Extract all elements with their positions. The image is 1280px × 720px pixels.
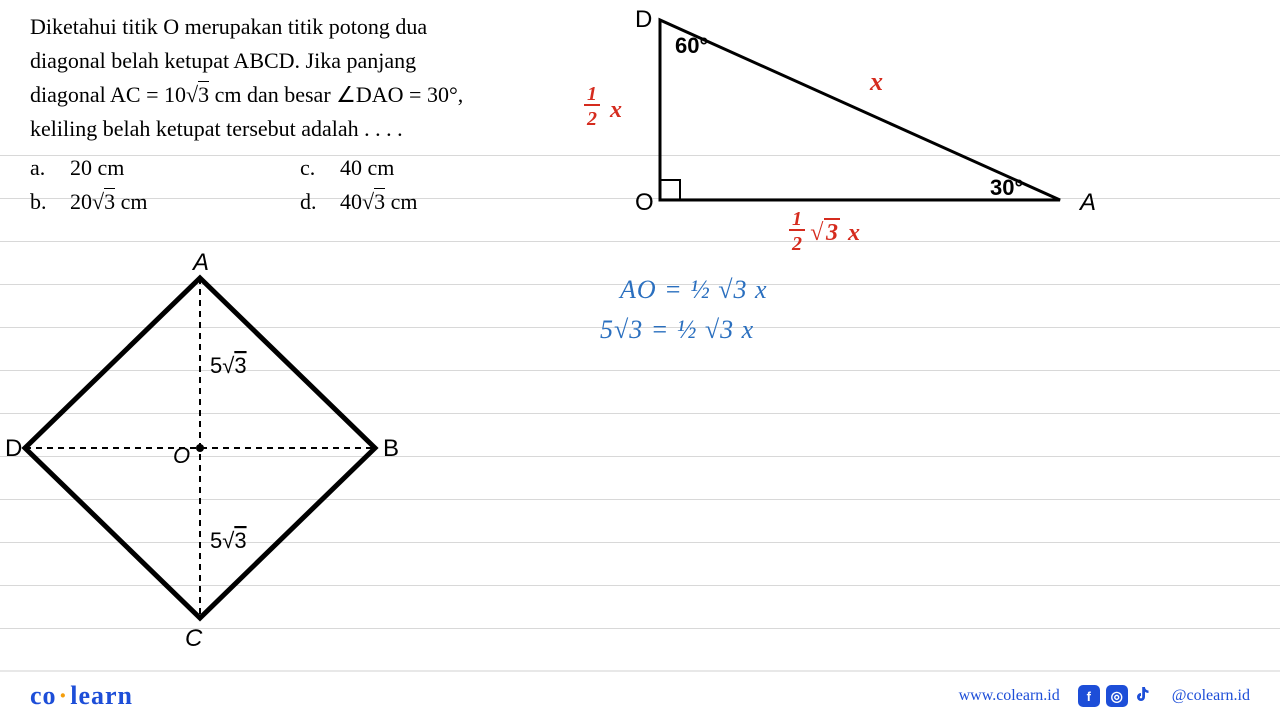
- rhombus-O: O: [173, 443, 190, 468]
- footer-handle: @colearn.id: [1172, 687, 1250, 705]
- svg-text:2: 2: [586, 108, 597, 130]
- side-half-x: 1 2 x: [584, 83, 622, 130]
- svg-text:1: 1: [792, 208, 802, 230]
- footer-url: www.colearn.id: [959, 687, 1060, 705]
- tiktok-icon: [1134, 685, 1154, 707]
- side-x: x: [869, 67, 883, 96]
- option-c: c. 40 cm: [300, 155, 570, 181]
- footer: co·learn www.colearn.id f ◎ @colearn.id: [0, 670, 1280, 720]
- option-d: d. 40√3 cm: [300, 189, 570, 215]
- rhombus-A: A: [191, 249, 209, 276]
- logo: co·learn: [30, 681, 133, 711]
- social-icons: f ◎: [1078, 685, 1154, 707]
- q-line1: Diketahui titik O merupakan titik potong…: [30, 10, 570, 44]
- rhombus-D: D: [5, 435, 22, 462]
- handwriting-line1: AO = ½ √3 x: [620, 275, 768, 305]
- option-a: a. 20 cm: [30, 155, 300, 181]
- q-line2: diagonal belah ketupat ABCD. Jika panjan…: [30, 44, 570, 78]
- rhombus-C: C: [185, 625, 203, 652]
- answer-options: a. 20 cm c. 40 cm b. 20√3 cm d. 40√3 cm: [30, 155, 570, 215]
- seg-bot: 5√3: [210, 528, 247, 553]
- vertex-D: D: [635, 6, 652, 33]
- svg-text:1: 1: [587, 83, 597, 105]
- rhombus-B: B: [383, 435, 399, 462]
- svg-text:x: x: [847, 220, 860, 246]
- question-text: Diketahui titik O merupakan titik potong…: [30, 10, 570, 146]
- angle-30: 30°: [990, 175, 1023, 200]
- svg-text:x: x: [609, 97, 622, 123]
- svg-text:3: 3: [825, 220, 838, 246]
- handwriting-line2: 5√3 = ½ √3 x: [600, 315, 754, 345]
- q-line4: keliling belah ketupat tersebut adalah .…: [30, 112, 570, 146]
- footer-right: www.colearn.id f ◎ @colearn.id: [959, 685, 1250, 707]
- triangle-diagram: D O A 60° 30° x 1 2 x 1 2 √ 3 x: [580, 5, 1260, 255]
- instagram-icon: ◎: [1106, 685, 1128, 707]
- option-b: b. 20√3 cm: [30, 189, 300, 215]
- rhombus-diagram: A B C D O 5√3 5√3: [5, 248, 405, 658]
- svg-text:√: √: [810, 220, 824, 246]
- q-line3: diagonal AC = 10√3 cm dan besar ∠DAO = 3…: [30, 78, 570, 112]
- angle-60: 60°: [675, 33, 708, 58]
- side-half-sqrt3-x: 1 2 √ 3 x: [789, 208, 860, 255]
- seg-top: 5√3: [210, 353, 247, 378]
- facebook-icon: f: [1078, 685, 1100, 707]
- svg-text:2: 2: [791, 233, 802, 255]
- vertex-O: O: [635, 189, 654, 216]
- vertex-A: A: [1078, 189, 1096, 216]
